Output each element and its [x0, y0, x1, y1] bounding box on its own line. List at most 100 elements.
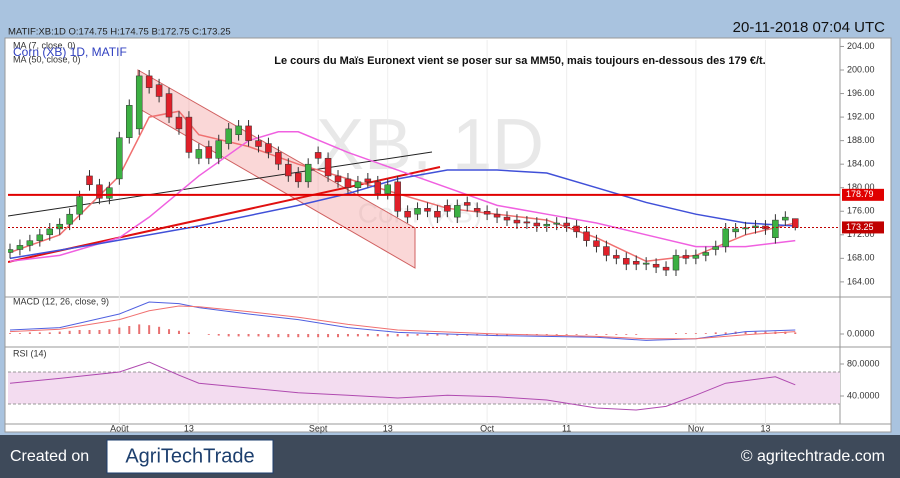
macd-histogram-bar	[18, 333, 21, 334]
line	[9, 301, 796, 341]
macd-histogram-bar	[366, 334, 369, 337]
macd-histogram-bar	[545, 334, 548, 335]
line	[9, 131, 796, 263]
candle-body	[354, 181, 362, 188]
candle-body	[732, 228, 739, 233]
y-tick-label: 0.0000	[847, 328, 875, 338]
candle-body	[782, 216, 789, 221]
price-panel	[8, 70, 840, 276]
candle-body	[155, 84, 163, 97]
candle-body	[513, 219, 521, 224]
macd-histogram-bar	[48, 332, 51, 334]
macd-histogram-bar	[68, 330, 71, 334]
macd-histogram-bar	[128, 326, 131, 334]
macd-histogram-bar	[88, 330, 91, 334]
candle-body	[523, 221, 531, 224]
candle-body	[652, 263, 660, 268]
candle-body	[792, 218, 799, 228]
axes-layer: Août 13 Sept 13 Oct 11 Nov 13 204.00 200.00 196.00…	[110, 41, 884, 433]
candle-body	[36, 234, 44, 241]
candle-body	[26, 240, 34, 246]
candle-body	[16, 245, 24, 250]
macd-histogram-bar	[416, 334, 419, 336]
candle-body	[255, 140, 262, 147]
candle-body	[195, 149, 203, 159]
candle-body	[682, 255, 690, 259]
logo: AgriTechTrade	[125, 445, 254, 467]
rsi-band	[8, 372, 840, 404]
candle-body	[66, 213, 73, 225]
macd-histogram-bar	[247, 334, 250, 337]
x-tick-label: 13	[383, 423, 393, 433]
footer-created: Created on	[10, 448, 89, 465]
line	[9, 169, 796, 260]
macd-histogram-bar	[108, 329, 111, 334]
macd-histogram-bar	[337, 334, 340, 338]
macd-histogram-bar	[724, 332, 727, 334]
candle-body	[593, 240, 600, 247]
macd-histogram-bar	[605, 334, 608, 335]
macd-histogram-bar	[8, 333, 11, 334]
macd-histogram-bar	[217, 334, 220, 336]
candle-body	[324, 158, 332, 177]
candle-body	[175, 116, 183, 130]
macd-histogram-bar	[506, 334, 509, 336]
macd-histogram-bar	[38, 332, 41, 334]
macd-label: MACD (12, 26, close, 9)	[13, 296, 109, 306]
x-tick-label: 13	[760, 423, 770, 433]
candle-body	[285, 163, 292, 177]
candle-body	[424, 208, 431, 212]
macd-histogram-bar	[555, 334, 558, 335]
candle-body	[553, 222, 560, 225]
candle-body	[463, 202, 471, 206]
x-tick-label: 11	[562, 423, 571, 433]
macd-histogram-bar	[496, 334, 499, 336]
candle-body	[275, 152, 282, 165]
candle-body	[165, 93, 173, 118]
candle-body	[533, 222, 541, 227]
header: MATIF:XB:1D O:174.75 H:174.75 B:172.75 C…	[8, 27, 231, 38]
x-tick-label: Sept	[309, 423, 328, 433]
macd-histogram-bar	[98, 330, 101, 334]
y-tick-label: 168.00	[847, 253, 875, 263]
candle-body	[712, 246, 719, 250]
y-tick-label: 180.00	[847, 182, 875, 192]
macd-histogram-bar	[237, 334, 240, 337]
y-tick-label: 164.00	[847, 276, 875, 286]
timestamp: 20-11-2018 07:04 UTC	[733, 19, 885, 36]
candle-body	[185, 116, 193, 153]
macd-histogram-bar	[714, 332, 717, 334]
y-tick-label: 184.00	[847, 159, 875, 169]
macd-histogram-bar	[177, 330, 180, 334]
legend-entry: MA (7, close, 0)	[13, 40, 76, 50]
candle-body	[46, 228, 53, 236]
watermark: XB, 1D	[316, 105, 544, 185]
candle-body	[702, 252, 710, 256]
candle-body	[444, 205, 451, 212]
macd-histogram-bar	[575, 334, 578, 335]
level-tag	[842, 188, 884, 201]
candle-body	[295, 172, 302, 183]
candle-body	[334, 175, 342, 183]
candle-body	[692, 255, 700, 259]
rsi-label: RSI (14)	[13, 348, 47, 358]
x-tick-label: Oct	[480, 423, 495, 433]
candle-body	[404, 211, 411, 218]
macd-histogram-bar	[327, 334, 330, 338]
macd-histogram-bar	[307, 334, 310, 338]
macd-histogram-bar	[78, 330, 81, 334]
macd-histogram-bar	[138, 324, 141, 334]
line	[9, 361, 796, 411]
candle-body	[245, 125, 252, 141]
candle-body	[722, 228, 729, 247]
x-tick-label: Août	[110, 423, 129, 433]
legend-entry: MA (50, close, 0)	[13, 54, 81, 64]
candle-body	[632, 261, 640, 265]
macd-histogram-bar	[317, 334, 320, 338]
macd-histogram-bar	[426, 334, 429, 336]
macd-histogram-bar	[297, 334, 300, 338]
macd-histogram-bar	[58, 331, 61, 334]
macd-histogram-bar	[684, 333, 687, 334]
